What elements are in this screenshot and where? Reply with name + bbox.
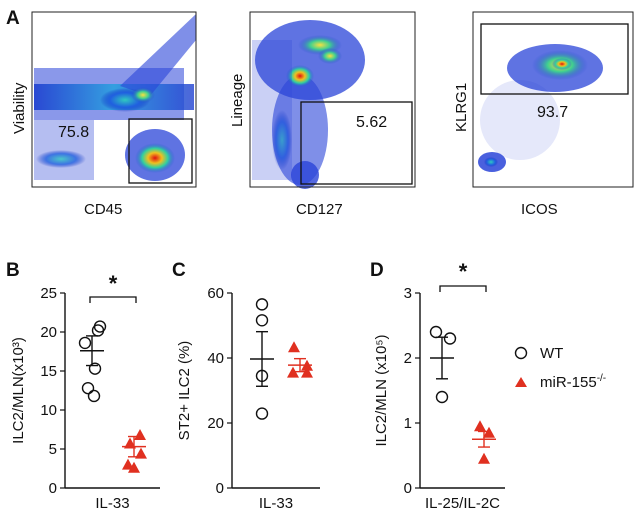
data-point-wt [255,407,269,420]
flow-ylabel: Viability [11,82,28,134]
flow-xlabel: ICOS [521,201,558,218]
data-point-wt [435,390,449,404]
flow-xlabel: CD127 [296,201,343,218]
panel-letter-a: A [6,8,20,29]
chart-d: 0 1 2 3 IL-25/IL-2C ILC2/MLN (x10⁵) * [373,259,505,512]
data-point-wt [255,314,269,327]
legend-ko-marker [515,377,527,387]
y-tick-label: 2 [404,350,412,367]
significance-star: * [459,259,468,284]
flow-gate [300,101,413,185]
flow-plot-icos: 93.7 ICOS KLRG1 [453,11,634,218]
data-point-wt [87,389,101,403]
flow-gate [480,23,629,95]
flow-gate-value: 75.8 [58,124,89,141]
flow-gate-value: 5.62 [356,114,387,131]
legend-wt-marker [514,346,528,360]
x-axis-label: IL-25/IL-2C [425,495,500,512]
flow-gate [128,118,193,184]
flow-ylabel: Lineage [229,74,246,127]
y-tick-label: 40 [207,350,224,367]
legend-wt-label: WT [540,345,563,362]
flow-gate-value: 93.7 [537,104,568,121]
y-tick-label: 60 [207,285,224,302]
data-point-ko [134,428,146,440]
y-tick-label: 10 [40,402,57,419]
chart-b: 0 5 10 15 20 25 IL-33 ILC2/MLN(x10³) * [10,271,160,512]
data-point-wt [88,362,102,375]
flow-plot-cd127: 5.62 CD127 Lineage [229,11,416,218]
y-tick-label: 25 [40,285,57,302]
y-axis-label: ILC2/MLN(x10³) [10,337,27,444]
significance-bracket [439,285,487,292]
data-point-wt [93,320,107,333]
flow-plot-cd45: 75.8 CD45 Viability [11,11,197,218]
flow-density-icos [478,44,603,172]
chart-c: 0 20 40 60 IL-33 ST2+ ILC2 (%) [176,285,320,512]
y-tick-label: 20 [40,324,57,341]
flow-density-cd45 [34,14,196,181]
data-point-ko [478,452,490,464]
y-axis-label: ILC2/MLN (x10⁵) [373,334,390,446]
data-point-wt [81,381,95,395]
y-tick-label: 1 [404,415,412,432]
flow-frame [31,11,197,188]
data-point-ko [483,426,495,438]
flow-ylabel: KLRG1 [453,83,470,132]
data-point-ko [288,341,300,353]
legend-ko-superscript: -/- [597,373,606,384]
data-point-ko [124,437,136,449]
data-point-ko [135,447,147,459]
panel-letter-b: B [6,260,20,281]
y-tick-label: 0 [49,480,57,497]
y-tick-label: 15 [40,363,57,380]
y-tick-label: 20 [207,415,224,432]
data-point-wt [78,336,92,350]
significance-star: * [109,271,118,296]
data-point-wt [255,298,269,311]
data-point-ko [474,420,486,432]
data-point-ko [287,366,299,378]
data-point-ko [301,366,313,378]
legend-ko-label: miR-155-/- [540,373,606,391]
panel-letter-d: D [370,260,384,281]
data-point-ko [122,458,134,470]
data-point-ko [128,461,140,473]
y-tick-label: 0 [404,480,412,497]
y-axis-label: ST2+ ILC2 (%) [176,341,193,441]
x-axis-label: IL-33 [95,495,129,512]
legend-ko-text: miR-155 [540,374,597,391]
legend: WT miR-155-/- [514,345,606,391]
y-tick-label: 5 [49,441,57,458]
y-tick-label: 0 [216,480,224,497]
y-tick-label: 3 [404,285,412,302]
panel-letter-c: C [172,260,186,281]
data-point-wt [429,325,443,339]
significance-bracket [89,296,137,303]
x-axis-label: IL-33 [259,495,293,512]
flow-xlabel: CD45 [84,201,122,218]
data-point-wt [443,332,457,345]
